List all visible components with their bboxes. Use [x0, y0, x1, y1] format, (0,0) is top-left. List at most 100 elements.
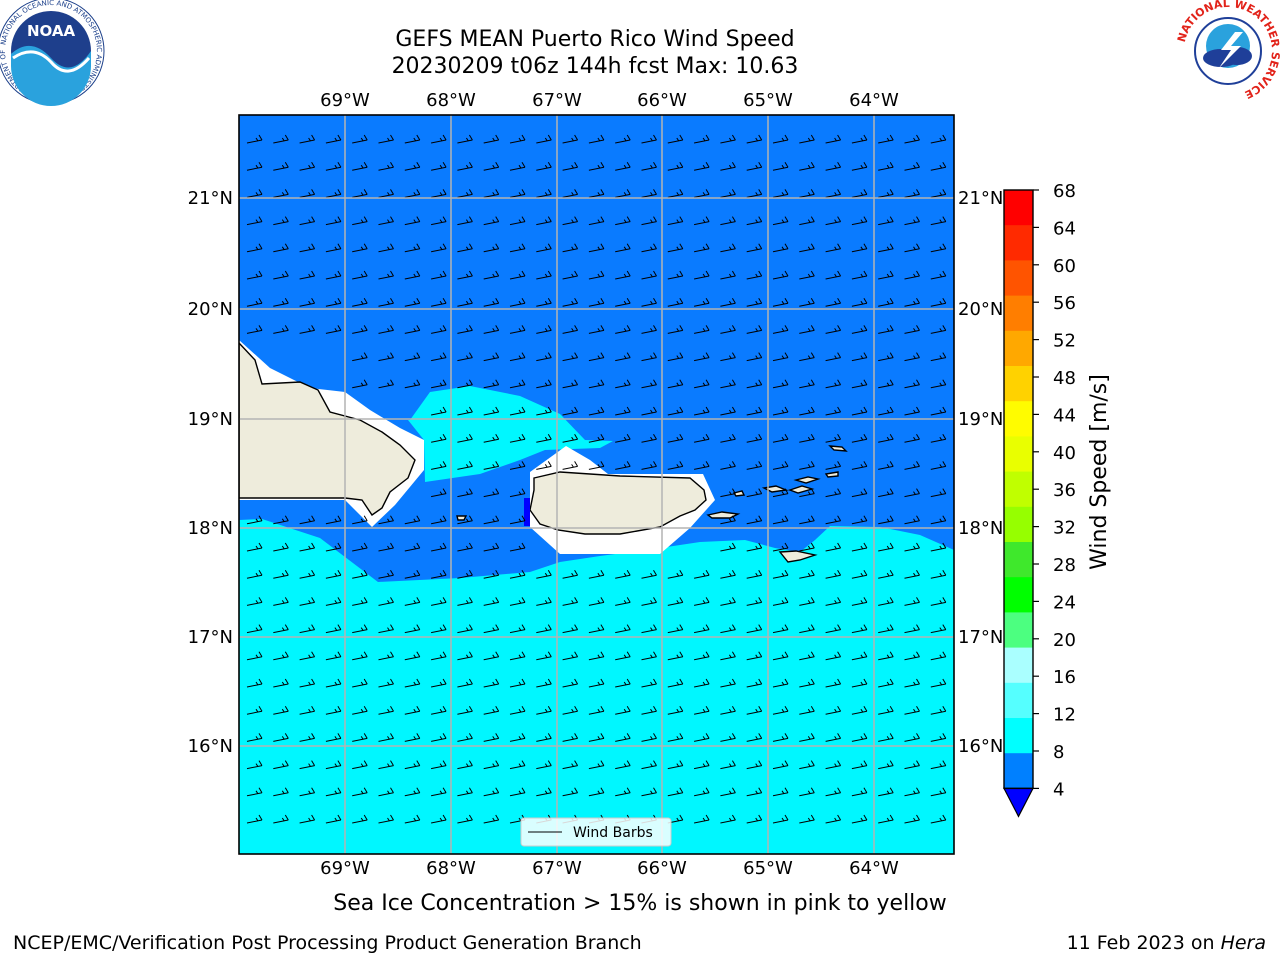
wind-barb [667, 270, 684, 280]
wind-barb [615, 678, 631, 688]
wind-barb [325, 733, 342, 742]
wind-barb [483, 651, 500, 661]
wind-barb [246, 597, 263, 606]
wind-barb [720, 433, 736, 443]
wind-barb [615, 270, 631, 280]
lat-label-right: 20°N [958, 299, 1003, 320]
wind-barb [615, 433, 631, 443]
wind-barb [772, 433, 789, 443]
wind-barb [930, 814, 947, 824]
wind-barb [878, 161, 894, 171]
wind-barb [273, 134, 289, 144]
wind-barb [799, 515, 815, 525]
wind-barb [299, 243, 316, 253]
wind-barb [562, 624, 579, 634]
lon-label-top: 66°W [637, 90, 687, 111]
wind-barb [562, 325, 579, 334]
wind-barb [641, 705, 657, 715]
wind-barb [431, 297, 447, 307]
wind-barb [246, 216, 263, 226]
island-tortola [793, 476, 821, 484]
caption: Sea Ice Concentration > 15% is shown in … [333, 891, 947, 916]
wind-barb [746, 542, 763, 552]
wind-barb [431, 569, 447, 579]
wind-barb [457, 379, 473, 389]
lon-label-top: 67°W [532, 90, 582, 111]
wind-barb [431, 651, 447, 661]
wind-barb [799, 569, 815, 579]
wind-barb [352, 787, 368, 797]
wind-barb [825, 297, 842, 307]
wind-barb [851, 189, 868, 198]
colorbar-tick-label: 20 [1053, 630, 1076, 651]
wind-barb [562, 161, 579, 171]
wind-barb [799, 760, 815, 770]
wind-barb [930, 597, 947, 606]
wind-barb [483, 814, 500, 824]
wind-barb [904, 406, 920, 416]
wind-barb [246, 814, 263, 824]
wind-barb [536, 624, 552, 634]
wind-barb [746, 243, 763, 253]
wind-barb [352, 542, 368, 552]
wind-barb [246, 189, 263, 198]
wind-barb [483, 678, 500, 688]
colorbar-tick-label: 64 [1053, 218, 1076, 239]
wind-barb [588, 787, 605, 797]
wind-barb [667, 379, 684, 389]
land-st-croix [778, 550, 818, 563]
wind-barb [667, 597, 684, 606]
wind-barb [536, 678, 552, 688]
wind-barb [799, 678, 815, 688]
wind-barb [378, 352, 394, 362]
wind-barb [588, 760, 605, 770]
wind-barb [246, 542, 263, 552]
wind-barb [483, 542, 500, 552]
wind-barb [746, 787, 763, 797]
wind-barb [878, 515, 894, 525]
wind-barb [799, 624, 815, 634]
wind-barb [509, 243, 526, 253]
wind-barb [457, 216, 473, 226]
wind-barb [431, 814, 447, 824]
wind-barb [904, 597, 920, 606]
wind-barb [299, 678, 316, 688]
wind-barb [930, 379, 947, 389]
wind-barb [509, 787, 526, 797]
wind-barb [720, 569, 736, 579]
wind-barb [352, 134, 368, 144]
wind-barb [667, 433, 684, 443]
wind-barb [930, 760, 947, 770]
wind-barb [273, 161, 289, 171]
wind-barb [746, 624, 763, 634]
island-sombrero [828, 445, 848, 452]
wind-barb [930, 624, 947, 634]
wind-barb [904, 243, 920, 253]
wind-barb [562, 651, 579, 661]
noaa-logo: NATIONAL OCEANIC AND ATMOSPHERIC ADMINIS… [0, 0, 105, 106]
wind-barb [509, 134, 526, 144]
wind-barb [641, 760, 657, 770]
wind-barb [825, 243, 842, 253]
wind-barb [825, 760, 842, 770]
wind-barb [746, 216, 763, 226]
wind-barb [904, 379, 920, 389]
wind-barb [694, 569, 710, 579]
wind-barb [667, 678, 684, 688]
wind-barb [325, 542, 342, 552]
wind-barb [378, 542, 394, 552]
lat-label-right: 19°N [958, 409, 1003, 430]
wind-barb [667, 161, 684, 171]
wind-barb [431, 597, 447, 606]
wind-barb [615, 406, 631, 416]
wind-barb [509, 515, 526, 525]
wind-barb [772, 624, 789, 634]
wind-barb [325, 161, 342, 171]
wind-barb [325, 678, 342, 688]
wind-barb [431, 243, 447, 253]
wind-barb [509, 597, 526, 606]
lat-label-right: 16°N [958, 736, 1003, 757]
wind-barb [904, 161, 920, 171]
wind-barb [878, 624, 894, 634]
wind-barb [562, 787, 579, 797]
